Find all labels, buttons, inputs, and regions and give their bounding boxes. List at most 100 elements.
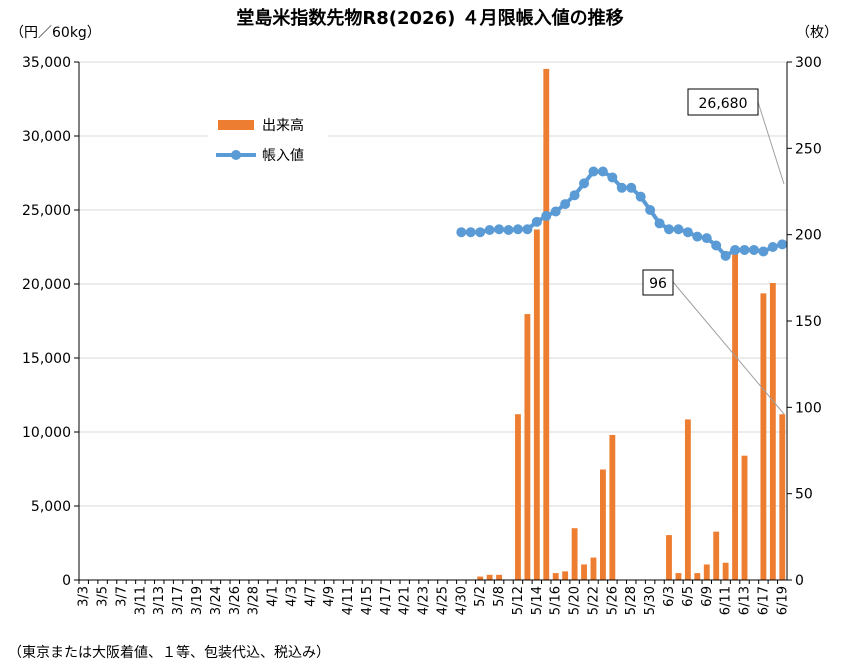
settlement-point — [739, 244, 750, 255]
callout-settlement: 26,680 — [687, 88, 785, 185]
volume-bar — [486, 574, 493, 580]
x-tick-label: 4/30 — [454, 586, 469, 615]
x-tick-label: 4/7 — [303, 586, 318, 607]
x-tick-label: 4/17 — [379, 586, 394, 615]
settlement-point — [654, 218, 665, 229]
settlement-point — [730, 244, 741, 255]
legend-volume-label: 出来高 — [262, 117, 304, 134]
volume-bar — [722, 562, 729, 580]
x-tick-label: 4/1 — [266, 586, 281, 607]
volume-bar — [599, 469, 606, 580]
right-tick-label: 250 — [795, 141, 822, 157]
x-tick-label: 4/21 — [398, 586, 413, 615]
x-tick-label: 3/7 — [114, 586, 129, 607]
x-tick-label: 5/30 — [643, 586, 658, 615]
volume-bar — [552, 573, 559, 580]
left-axis-unit: （円／60kg） — [10, 25, 101, 41]
x-tick-label: 4/11 — [341, 586, 356, 615]
right-tick-labels: 0 50 100 150 200 250 300 — [787, 55, 822, 589]
settlement-point — [494, 224, 505, 235]
x-tick-label: 3/19 — [190, 586, 205, 615]
settlement-point — [607, 172, 618, 183]
volume-bar — [524, 314, 531, 580]
x-tick-label: 3/24 — [209, 586, 224, 615]
settlement-point — [484, 224, 495, 235]
right-axis-unit: （枚） — [796, 25, 838, 41]
x-tick-label: 5/14 — [530, 586, 545, 615]
x-tick-label: 5/16 — [549, 586, 564, 615]
axes — [78, 62, 788, 581]
volume-bar — [543, 68, 550, 580]
x-tick-label: 5/2 — [473, 586, 488, 607]
right-tick-label: 150 — [795, 314, 822, 330]
x-tick-label: 6/9 — [700, 586, 715, 607]
settlement-point — [673, 224, 684, 235]
left-tick-label: 10,000 — [22, 425, 71, 441]
volume-bar — [694, 573, 701, 580]
right-tick-label: 300 — [795, 55, 822, 71]
x-tick-label: 5/12 — [511, 586, 526, 615]
callout-leader-volume — [672, 281, 785, 415]
footnote: （東京または大阪着値、１等、包装代込、税込み） — [8, 644, 330, 661]
callout-settlement-value: 26,680 — [699, 96, 748, 112]
left-tick-label: 15,000 — [22, 351, 71, 367]
callout-volume: 96 — [642, 269, 785, 415]
x-tick-label: 5/22 — [586, 586, 601, 615]
settlement-point — [503, 224, 514, 235]
volume-bar — [703, 564, 710, 580]
settlement-point — [701, 233, 712, 244]
settlement-point — [531, 216, 542, 227]
x-tick-label: 3/11 — [133, 586, 148, 615]
legend-settlement-label: 帳入値 — [262, 148, 304, 164]
x-tick-label: 6/3 — [662, 586, 677, 607]
x-tick-labels: 3/3 3/5 3/7 3/11 3/13 3/17 3/19 3/24 3/26 3/28 4/1… — [77, 580, 790, 615]
settlement-point — [522, 224, 533, 235]
x-tick-label: 3/13 — [152, 586, 167, 615]
volume-bar — [713, 531, 720, 580]
settlement-point — [541, 210, 552, 221]
settlement-point — [550, 206, 561, 217]
volume-bar — [515, 414, 521, 580]
settlement-point — [682, 227, 693, 238]
x-tick-label: 5/20 — [568, 586, 583, 615]
settlement-point — [456, 227, 467, 238]
x-tick-label: 6/11 — [719, 586, 734, 615]
settlement-point — [560, 199, 571, 210]
callout-leader-settlement — [757, 101, 785, 185]
volume-bar — [609, 434, 616, 580]
x-tick-label: 3/3 — [77, 586, 92, 607]
settlement-point — [692, 231, 703, 242]
settlement-point — [645, 205, 656, 215]
x-tick-label: 4/23 — [417, 586, 432, 615]
x-tick-label: 5/8 — [492, 586, 507, 607]
settlement-point — [777, 239, 788, 250]
settlement-point — [748, 244, 759, 255]
settlement-point — [569, 190, 580, 201]
x-tick-label: 6/5 — [681, 586, 696, 607]
volume-bar — [581, 564, 587, 580]
volume-bar — [684, 419, 691, 580]
x-tick-label: 5/28 — [624, 586, 639, 615]
settlement-point — [616, 182, 627, 193]
legend-bar-swatch — [218, 120, 254, 130]
settlement-point — [720, 250, 731, 261]
left-tick-labels: 0 5,000 10,000 15,000 20,000 25,000 30,000 35,0… — [22, 55, 79, 589]
chart-title: 堂島米指数先物R8(2026) ４月限帳入値の推移 — [236, 7, 623, 29]
volume-bar — [675, 573, 682, 580]
volume-bar — [571, 528, 578, 580]
volume-bar — [666, 535, 672, 580]
left-tick-label: 30,000 — [22, 129, 71, 145]
x-tick-label: 3/26 — [228, 586, 243, 615]
volume-bar — [477, 576, 484, 580]
gridlines — [79, 61, 787, 507]
settlement-point — [597, 166, 608, 177]
right-tick-label: 200 — [795, 228, 822, 244]
x-tick-label: 4/9 — [322, 586, 337, 607]
left-tick-label: 25,000 — [22, 203, 71, 219]
volume-bar — [760, 293, 767, 580]
volume-bar — [496, 574, 503, 580]
right-tick-label: 0 — [795, 573, 804, 589]
volume-bar — [769, 283, 776, 580]
settlement-point — [664, 224, 674, 235]
